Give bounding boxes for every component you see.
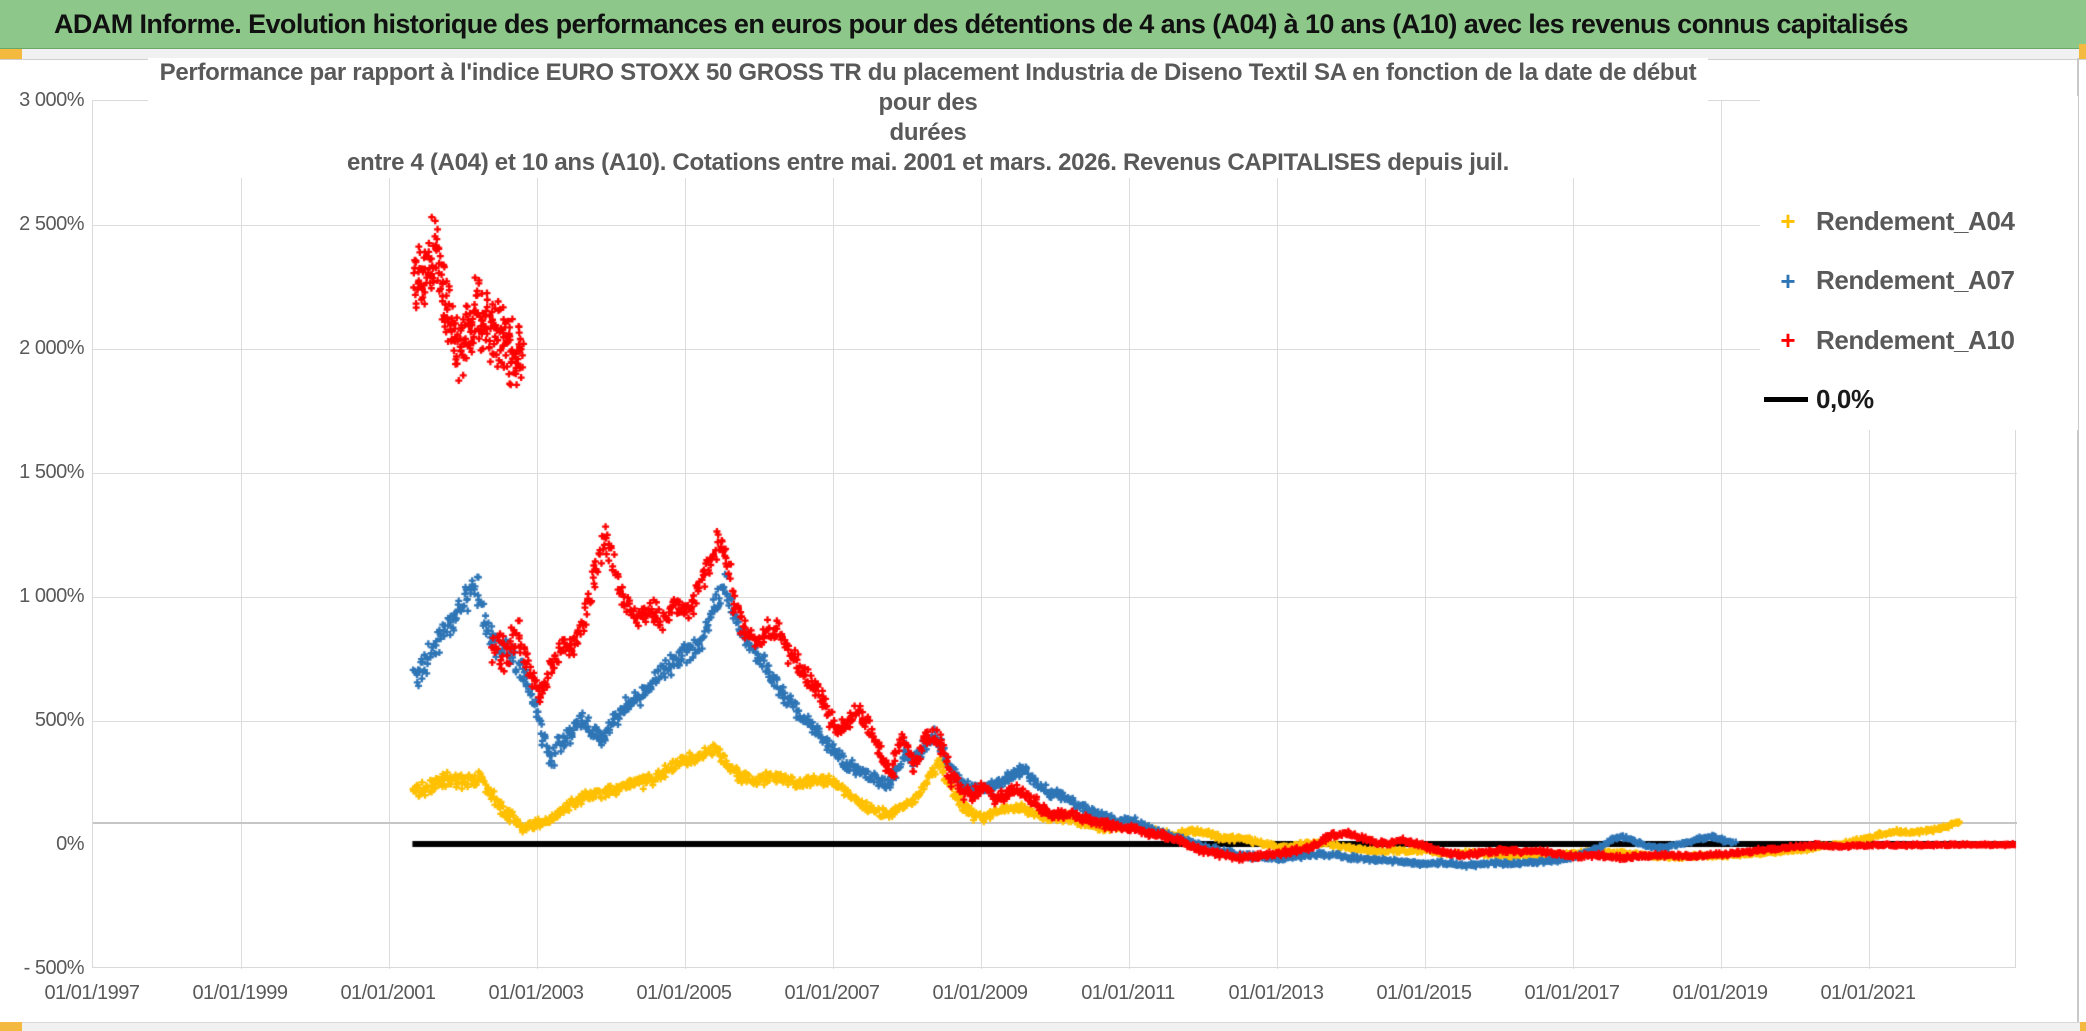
- y-tick-1500: 1 500%: [19, 461, 84, 483]
- x-tick-2001: 01/01/2001: [340, 982, 436, 1004]
- legend-plus-marker-icon: +: [1780, 206, 1796, 236]
- x-tick-1999: 01/01/1999: [192, 982, 288, 1004]
- x-tick-1997: 01/01/1997: [44, 982, 140, 1004]
- legend-line-marker-icon: [1764, 397, 1808, 402]
- y-tick-2500: 2 500%: [19, 213, 84, 235]
- legend-item-rendement-a07[interactable]: + Rendement_A07: [1760, 264, 2015, 298]
- chart-title: Performance par rapport à l'indice EURO …: [148, 58, 1708, 178]
- y-tick--500: - 500%: [23, 957, 85, 979]
- legend-label: 0,0%: [1816, 384, 1874, 414]
- chart-title-line-2: durées: [889, 119, 967, 146]
- x-tick-2011: 01/01/2011: [1081, 982, 1175, 1004]
- x-tick-2009: 01/01/2009: [932, 982, 1028, 1004]
- legend-plus-marker-icon: +: [1780, 265, 1796, 296]
- legend-item-0-0-[interactable]: 0,0%: [1760, 383, 1874, 417]
- legend-item-rendement-a04[interactable]: + Rendement_A04: [1760, 204, 2015, 238]
- legend-label: Rendement_A10: [1816, 324, 2015, 355]
- x-tick-2019: 01/01/2019: [1672, 982, 1768, 1004]
- y-tick-3000: 3 000%: [19, 89, 84, 111]
- y-tick-500: 500%: [34, 709, 85, 731]
- y-tick-2000: 2 000%: [19, 337, 84, 359]
- x-tick-2005: 01/01/2005: [636, 982, 732, 1004]
- y-tick-0: 0%: [56, 833, 84, 855]
- x-tick-2017: 01/01/2017: [1524, 982, 1620, 1004]
- x-tick-2013: 01/01/2013: [1228, 982, 1324, 1004]
- x-tick-2021: 01/01/2021: [1820, 982, 1916, 1004]
- chart-title-line-1: Performance par rapport à l'indice EURO …: [159, 59, 1697, 116]
- chart-legend[interactable]: + Rendement_A04 + Rendement_A07 + Rendement_A…: [1760, 96, 2078, 430]
- legend-item-rendement-a10[interactable]: + Rendement_A10: [1760, 323, 2015, 357]
- legend-label: Rendement_A07: [1816, 265, 2015, 295]
- legend-label: Rendement_A04: [1816, 205, 2015, 236]
- legend-plus-marker-icon: +: [1780, 325, 1796, 355]
- x-tick-2015: 01/01/2015: [1376, 982, 1472, 1004]
- chart-title-line-3: entre 4 (A04) et 10 ans (A10). Cotations…: [346, 149, 1510, 176]
- y-tick-1000: 1 000%: [19, 585, 84, 607]
- x-tick-2003: 01/01/2003: [488, 982, 584, 1004]
- x-tick-2007: 01/01/2007: [784, 982, 880, 1004]
